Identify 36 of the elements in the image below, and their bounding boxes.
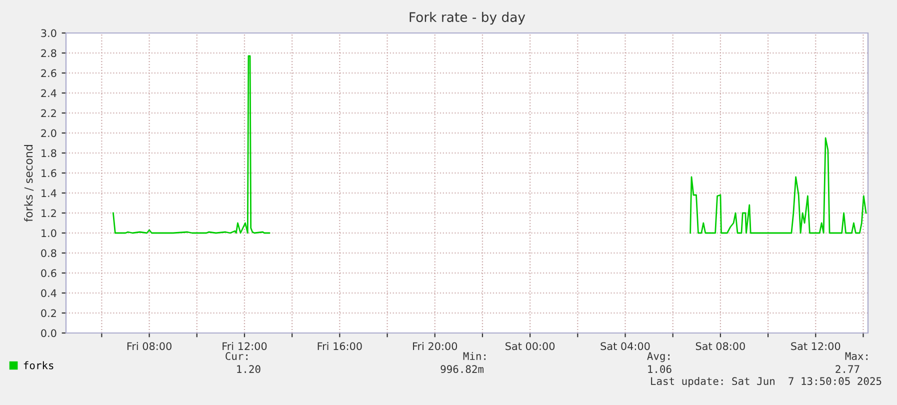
y-tick-label: 1.2 <box>42 209 56 217</box>
text: Cur: <box>226 352 248 360</box>
x-tick-label: Sat 00:00 <box>506 342 555 350</box>
x-tick-label: Sat 12:00 <box>791 342 840 350</box>
y-tick-label: 0.0 <box>41 329 56 338</box>
x-tick-label: Fri 20:00 <box>413 342 458 350</box>
text: Avg: <box>647 352 670 362</box>
y-tick-label: 2.8 <box>41 49 56 58</box>
y-tick-label: 2.2 <box>41 109 56 117</box>
text: 996.82m <box>440 365 484 374</box>
y-tick-label: 1.8 <box>42 149 56 158</box>
y-axis-title: forks / second <box>24 145 34 222</box>
y-tick-label: 0.4 <box>41 289 56 298</box>
x-tick-label: Fri 16:00 <box>318 342 362 350</box>
y-tick-label: 3.0 <box>41 29 56 38</box>
legend-label: forks <box>24 361 54 370</box>
y-tick-label: 2.4 <box>41 89 56 97</box>
x-tick-label: Fri 08:00 <box>127 342 172 350</box>
x-tick-label: Fri 12:00 <box>222 342 267 350</box>
x-tick-label: Sat 08:00 <box>696 342 745 350</box>
text: Max: <box>845 352 868 360</box>
y-tick-label: 0.2 <box>41 309 56 318</box>
text: Min: <box>463 352 486 360</box>
y-tick-label: 0.8 <box>41 249 56 258</box>
chart-title: Fork rate - by day <box>410 12 526 25</box>
text: 2.77 <box>836 365 860 373</box>
y-tick-label: 1.4 <box>42 189 56 197</box>
y-tick-label: 0.6 <box>41 269 56 278</box>
x-tick-label: Sat 04:00 <box>600 342 650 350</box>
text: Last update: Sat Jun 7 13:50:05 2025 <box>651 376 882 388</box>
y-tick-label: 2.6 <box>41 69 56 78</box>
y-tick-label: 1.6 <box>42 169 56 178</box>
text: 1.06 <box>648 365 672 374</box>
text: 1.20 <box>237 365 260 374</box>
y-tick-label: 2.0 <box>41 129 56 138</box>
y-tick-label: 1.0 <box>42 229 56 238</box>
